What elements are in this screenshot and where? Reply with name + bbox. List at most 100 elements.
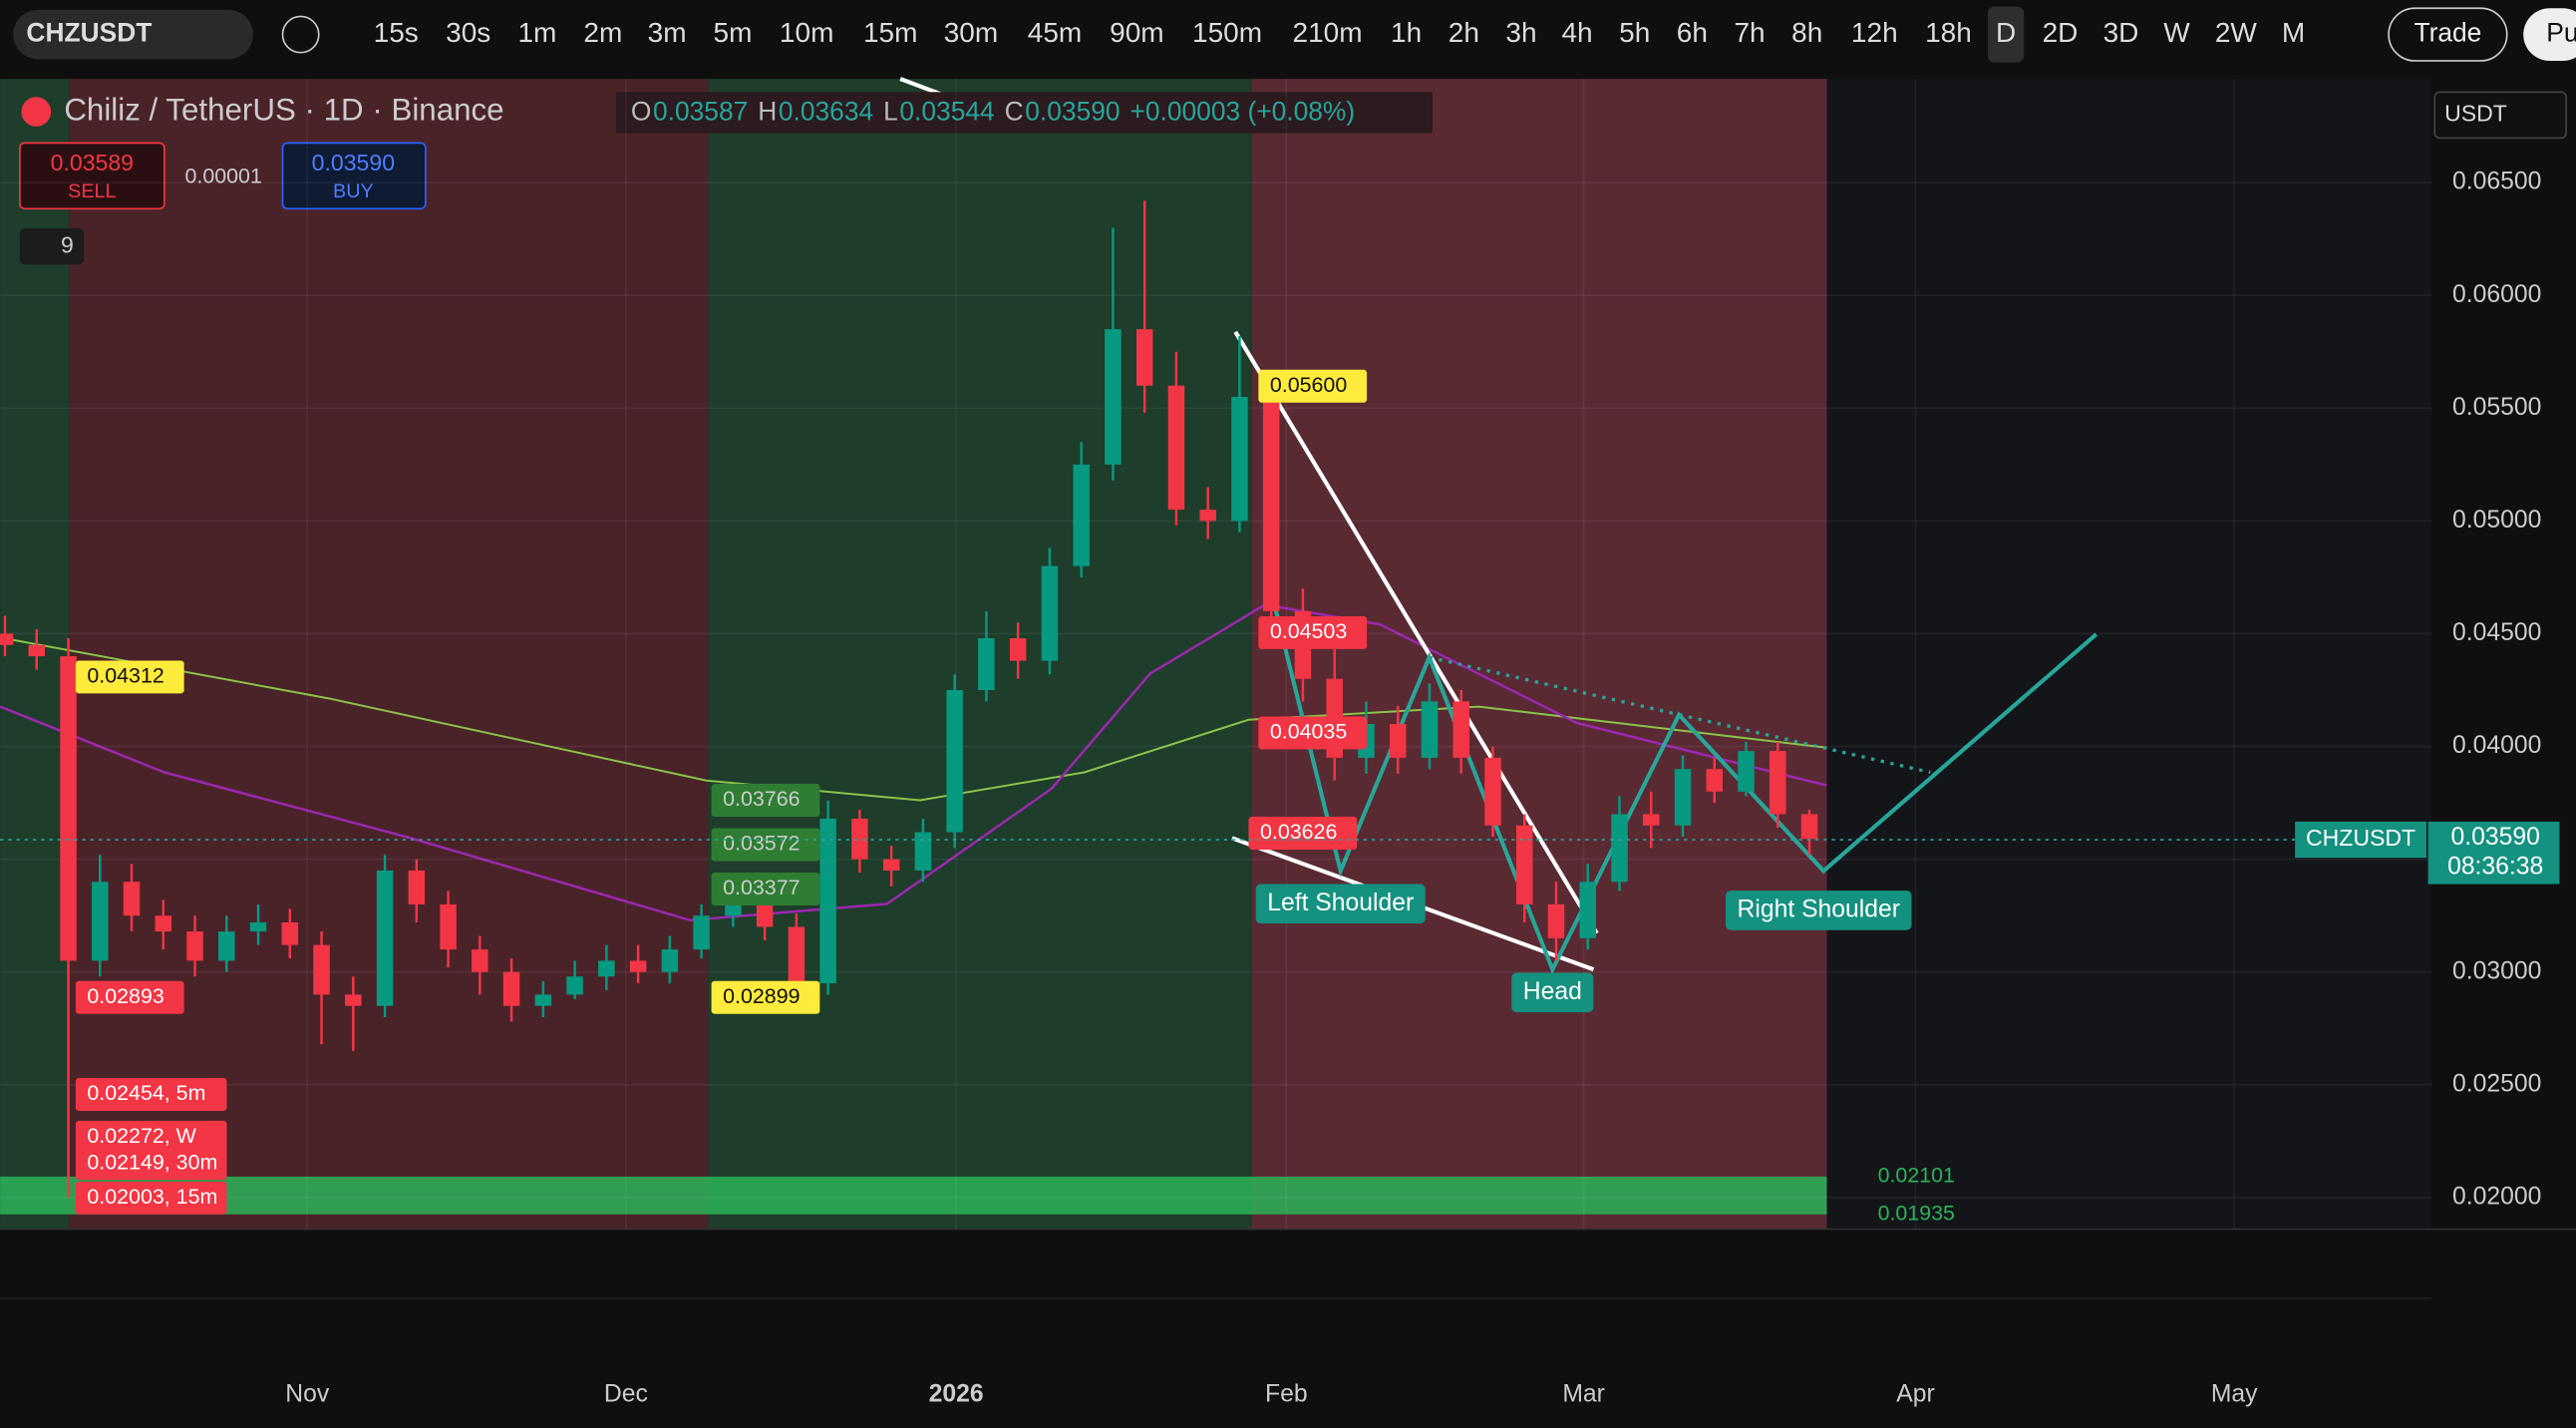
interval[interactable]: 5h <box>1619 17 1650 48</box>
interval[interactable]: W <box>2163 17 2190 48</box>
candle-body <box>1073 464 1090 566</box>
candle-body <box>472 949 488 972</box>
interval[interactable]: 2h <box>1449 17 1479 48</box>
candle-body <box>1135 329 1153 386</box>
candle-body <box>914 832 932 871</box>
ohlc-key: H <box>758 97 777 127</box>
pattern-label: Right Shoulder <box>1738 895 1900 922</box>
candle-body <box>345 994 362 1006</box>
candle-body <box>1643 814 1660 826</box>
candle-body <box>788 926 805 984</box>
price-tag <box>1248 816 1358 850</box>
price-tag-label: 0.02893 <box>87 984 163 1008</box>
sell-price: 0.03589 <box>51 150 134 176</box>
price-tag-label: 0.04035 <box>1270 720 1347 744</box>
x-tick-label: Mar <box>1562 1381 1605 1408</box>
interval[interactable]: 6h <box>1677 17 1708 48</box>
candle-body <box>566 976 583 995</box>
moving-average <box>0 636 1827 802</box>
interval[interactable]: 30m <box>944 17 998 48</box>
candle-body <box>946 690 963 833</box>
interval[interactable]: 3h <box>1505 17 1536 48</box>
candle-body <box>0 633 14 645</box>
pattern-label-bg <box>1726 891 1912 930</box>
interval[interactable]: 45m <box>1028 17 1082 48</box>
interval[interactable]: 1m <box>517 17 556 48</box>
publish-button[interactable] <box>2523 8 2576 61</box>
price-tag-label: 0.03766 <box>723 787 800 811</box>
candle-body <box>1389 723 1407 758</box>
price-tag-label: 0.02454, 5m <box>87 1081 205 1105</box>
candle-body <box>1770 751 1786 815</box>
interval[interactable]: 90m <box>1110 17 1163 48</box>
interval[interactable]: 8h <box>1791 17 1822 48</box>
price-tag <box>711 784 820 817</box>
interval[interactable]: 15s <box>374 17 419 48</box>
x-tick-label: 2026 <box>929 1381 984 1408</box>
candle-body <box>376 870 394 1006</box>
candle-body <box>502 971 520 1006</box>
price-tag-label: 0.02101 <box>1878 1164 1955 1188</box>
interval[interactable]: 2m <box>583 17 622 48</box>
candle-body <box>1706 769 1723 792</box>
interval[interactable]: 15m <box>863 17 917 48</box>
sell-button[interactable] <box>19 142 165 210</box>
symbol-box[interactable] <box>13 9 253 60</box>
interval[interactable]: 7h <box>1734 17 1765 48</box>
interval[interactable]: 3m <box>648 17 687 48</box>
candle-body <box>978 638 995 691</box>
interval[interactable]: 2W <box>2215 17 2258 48</box>
buy-button[interactable] <box>281 142 427 210</box>
zone-red <box>69 79 709 1230</box>
pattern-label-bg <box>1255 884 1426 924</box>
interval[interactable]: M <box>2282 17 2305 48</box>
price-tag <box>75 980 184 1014</box>
candle-body <box>1105 329 1122 465</box>
indicator-toggle[interactable] <box>19 228 85 265</box>
candle-body <box>819 818 836 984</box>
price-tag <box>75 1078 227 1111</box>
candle-body <box>851 818 868 860</box>
candle-body <box>756 903 774 927</box>
interval[interactable]: 210m <box>1293 17 1363 48</box>
y-tick-label: 0.06500 <box>2452 169 2541 195</box>
candle-body <box>1167 385 1185 511</box>
ohlc-value: 0.03590 <box>1025 97 1120 127</box>
support-zone <box>0 1176 1827 1215</box>
interval[interactable]: 4h <box>1561 17 1592 48</box>
trade-button[interactable] <box>2388 7 2508 62</box>
interval[interactable]: 10m <box>780 17 833 48</box>
indicator-count: 9 <box>61 231 74 257</box>
toolbar <box>0 0 2576 73</box>
candle-body <box>725 903 742 916</box>
interval[interactable]: 1h <box>1391 17 1422 48</box>
candle-body <box>1452 701 1469 758</box>
interval[interactable]: 5m <box>714 17 753 48</box>
interval[interactable]: 3D <box>2103 17 2139 48</box>
interval[interactable]: D <box>1996 17 2016 48</box>
candle-body <box>28 644 46 657</box>
buy-price: 0.03590 <box>312 150 395 176</box>
y-tick-label: 0.05500 <box>2452 394 2541 421</box>
price-tag-label: 0.02272, W <box>87 1124 196 1148</box>
ohlc-key: O <box>631 97 652 127</box>
ohlc-key: L <box>883 97 898 127</box>
interval[interactable]: 150m <box>1192 17 1262 48</box>
interval[interactable]: 30s <box>446 17 490 48</box>
legend-bg <box>616 92 1434 134</box>
candle-body <box>693 915 710 950</box>
price-tag <box>1258 615 1368 649</box>
currency-select[interactable] <box>2433 91 2567 140</box>
candle-body <box>661 949 679 972</box>
candle-body <box>1262 397 1280 611</box>
candle-body <box>1421 701 1439 758</box>
interval[interactable]: 18h <box>1925 17 1972 48</box>
candle-body <box>155 915 172 932</box>
interval[interactable]: 12h <box>1851 17 1898 48</box>
ohlc-key: C <box>1005 97 1024 127</box>
price-tag-label: 0.02899 <box>723 984 800 1008</box>
x-tick-label: Feb <box>1265 1381 1308 1408</box>
add-button[interactable] <box>281 15 320 54</box>
interval[interactable]: 2D <box>2043 17 2079 48</box>
